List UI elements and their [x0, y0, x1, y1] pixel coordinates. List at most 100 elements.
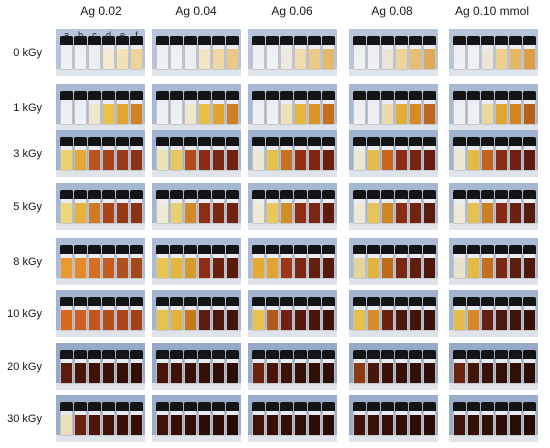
vial [322, 297, 335, 331]
vial-liquid [468, 203, 479, 223]
vial [509, 91, 522, 125]
vial [409, 190, 422, 224]
vial-liquid [199, 49, 210, 69]
vial [266, 350, 279, 384]
vial-liquid [227, 363, 238, 383]
vial [212, 137, 225, 171]
vial [381, 350, 394, 384]
vial [523, 190, 536, 224]
vial-cap [266, 137, 279, 146]
vial-cap [523, 137, 536, 146]
vial [156, 402, 169, 436]
vial-cap [453, 350, 466, 359]
vial [156, 137, 169, 171]
column-header: Ag 0.10 mmol [454, 4, 530, 18]
vial [60, 190, 73, 224]
vial-cap [280, 297, 293, 306]
vial [367, 297, 380, 331]
vial [226, 137, 239, 171]
vial-cap [453, 91, 466, 100]
vial [130, 137, 143, 171]
vial-liquid [157, 415, 168, 435]
vial-cap [495, 297, 508, 306]
vial [495, 297, 508, 331]
vial [60, 402, 73, 436]
vial-cap [467, 137, 480, 146]
vial-cap [495, 245, 508, 254]
vial [495, 245, 508, 279]
vial [198, 350, 211, 384]
vial-cap [294, 190, 307, 199]
vial [116, 190, 129, 224]
vial-cap [60, 36, 73, 45]
row-label: 3 kGy [13, 148, 42, 160]
vial-cap [523, 36, 536, 45]
vial-photo [56, 238, 145, 285]
vial [367, 350, 380, 384]
vial-liquid [510, 49, 521, 69]
vial [423, 137, 436, 171]
vial-cap [280, 350, 293, 359]
bench-surface [152, 278, 241, 285]
vial-cap [156, 245, 169, 254]
vial-liquid [281, 310, 292, 330]
vial-cap [212, 402, 225, 411]
vial-cap [409, 91, 422, 100]
vial-liquid [75, 150, 86, 170]
vial-liquid [524, 203, 535, 223]
vial-liquid [89, 258, 100, 278]
vial-liquid [61, 415, 72, 435]
vial-liquid [524, 258, 535, 278]
vial-cap [198, 402, 211, 411]
vial [367, 245, 380, 279]
vial [481, 91, 494, 125]
vial-cap [266, 36, 279, 45]
vial-liquid [368, 49, 379, 69]
vial [423, 245, 436, 279]
bench-surface [56, 435, 145, 442]
vial-liquid [131, 49, 142, 69]
vial [453, 91, 466, 125]
vial-liquid [103, 49, 114, 69]
vial [156, 190, 169, 224]
vial-cap [509, 190, 522, 199]
vial-cap [74, 350, 87, 359]
vial-liquid [281, 415, 292, 435]
vial [88, 190, 101, 224]
vial-liquid [281, 363, 292, 383]
vial-liquid [510, 363, 521, 383]
vial-liquid [281, 203, 292, 223]
vial [395, 137, 408, 171]
vial [308, 245, 321, 279]
vial-liquid [309, 310, 320, 330]
vial [156, 245, 169, 279]
vial-liquid [410, 310, 421, 330]
vial [226, 36, 239, 70]
vial-liquid [424, 363, 435, 383]
vial-cap [74, 137, 87, 146]
vial-cap [170, 91, 183, 100]
vial [60, 36, 73, 70]
vial-liquid [368, 258, 379, 278]
vial [280, 245, 293, 279]
vial-liquid [253, 104, 264, 124]
vial-liquid [171, 310, 182, 330]
vial-photo [248, 343, 337, 390]
vial-liquid [117, 150, 128, 170]
vial [184, 297, 197, 331]
vial-cap [495, 137, 508, 146]
vial-liquid [185, 258, 196, 278]
vial [523, 297, 536, 331]
vial-liquid [103, 310, 114, 330]
vial [423, 36, 436, 70]
bench-surface [349, 383, 438, 390]
vial [453, 137, 466, 171]
vial-liquid [185, 363, 196, 383]
vial [453, 402, 466, 436]
vial-cap [88, 190, 101, 199]
vial [523, 36, 536, 70]
vial-cap [60, 402, 73, 411]
vial [156, 350, 169, 384]
vial [198, 36, 211, 70]
bench-surface [152, 383, 241, 390]
